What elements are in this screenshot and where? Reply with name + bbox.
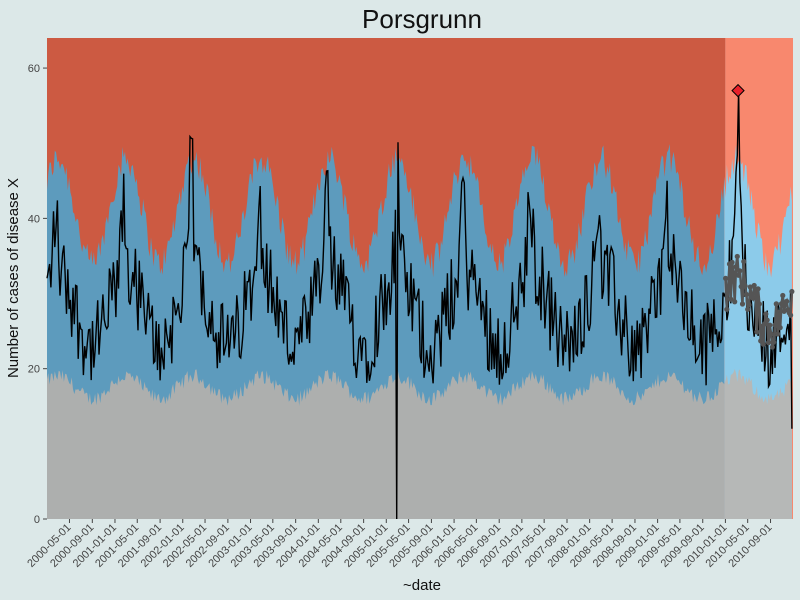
y-tick-label: 60 xyxy=(28,63,40,75)
y-tick-label: 0 xyxy=(34,514,40,526)
plot-area xyxy=(46,38,795,520)
chart-title: Porsgrunn xyxy=(362,4,482,34)
observed-series xyxy=(46,90,793,520)
alert-marker xyxy=(731,83,745,98)
y-tick-label: 40 xyxy=(28,213,40,225)
y-tick-label: 20 xyxy=(28,364,40,376)
forecast-line xyxy=(724,256,794,348)
forecast-series xyxy=(722,253,795,350)
below-band-forecast xyxy=(724,369,792,519)
y-axis: 0 20 40 60 xyxy=(28,63,47,526)
y-axis-title: Number of cases of disease X xyxy=(5,178,22,378)
x-axis-title: ~date xyxy=(403,577,441,594)
below-band xyxy=(47,369,725,519)
x-axis: 2000-05-012000-09-012001-01-012001-05-01… xyxy=(25,519,775,570)
